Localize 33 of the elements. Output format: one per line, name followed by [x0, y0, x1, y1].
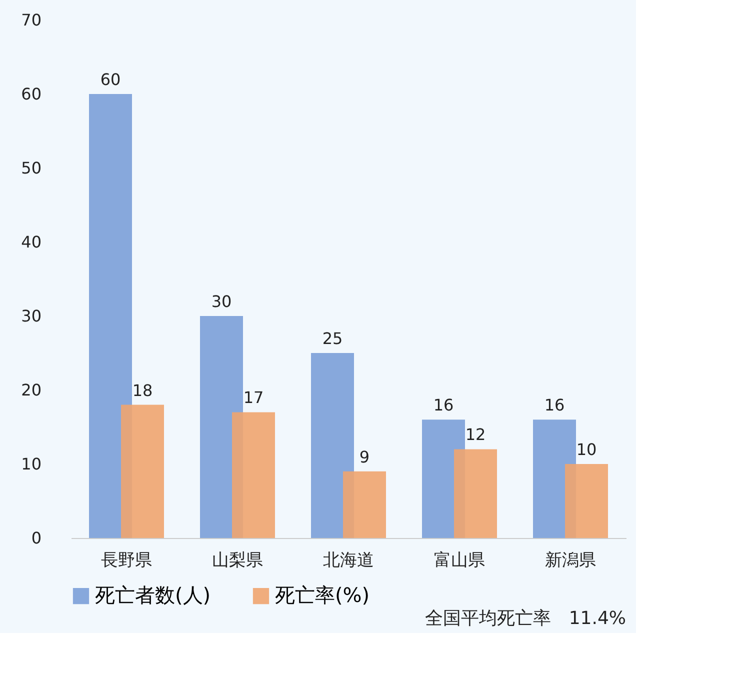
y-tick-label: 70 — [21, 10, 42, 30]
y-tick-label: 10 — [21, 454, 42, 474]
bar — [89, 94, 132, 538]
data-label: 9 — [359, 447, 370, 466]
data-label: 16 — [433, 396, 454, 415]
data-label: 12 — [465, 425, 486, 444]
bar — [343, 471, 386, 538]
y-tick-label: 60 — [21, 84, 42, 104]
y-tick-label: 0 — [31, 528, 42, 548]
data-label: 18 — [132, 380, 153, 400]
y-tick-label: 40 — [21, 232, 42, 252]
data-label: 30 — [211, 292, 232, 311]
y-tick-label: 50 — [21, 158, 42, 178]
bar — [454, 449, 497, 538]
data-label: 10 — [576, 440, 597, 459]
x-tick-label: 北海道 — [323, 550, 374, 570]
y-tick-label: 30 — [21, 306, 42, 326]
x-tick-label: 山梨県 — [212, 550, 263, 570]
x-tick-label: 富山県 — [434, 550, 485, 570]
text: 全国平均死亡率 11.4% — [424, 608, 626, 629]
bar — [565, 464, 608, 538]
bar — [311, 353, 354, 538]
bar — [121, 404, 164, 538]
legend-label: 死亡者数(人) — [95, 583, 211, 607]
y-tick-label: 20 — [21, 380, 42, 400]
data-label: 60 — [100, 70, 121, 89]
data-label: 17 — [243, 388, 264, 408]
x-tick-label: 新潟県 — [545, 550, 596, 570]
data-label: 25 — [322, 329, 343, 348]
bar — [232, 412, 275, 538]
data-label: 16 — [544, 396, 565, 415]
legend-label: 死亡率(%) — [275, 583, 370, 607]
x-tick-label: 長野県 — [101, 550, 152, 570]
